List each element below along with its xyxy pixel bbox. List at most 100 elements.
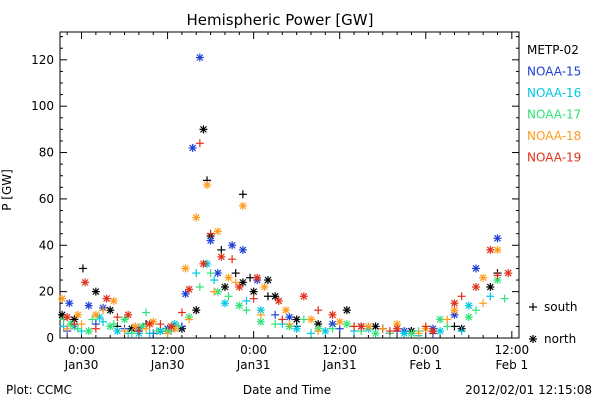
north-point xyxy=(120,315,129,324)
north-point xyxy=(292,315,301,324)
north-point xyxy=(464,301,473,310)
north-point xyxy=(81,278,90,287)
plot-frame xyxy=(59,31,520,339)
north-point xyxy=(493,245,502,254)
series-noaa-15 xyxy=(63,53,502,338)
north-point xyxy=(102,294,111,303)
north-point xyxy=(321,327,330,336)
x-tick-label: 12:00 xyxy=(322,343,357,357)
north-point xyxy=(217,252,226,261)
north-point xyxy=(256,317,265,326)
south-point xyxy=(443,322,452,331)
south-point xyxy=(231,269,240,278)
north-point xyxy=(106,306,115,315)
south-point xyxy=(177,308,186,317)
south-point xyxy=(63,324,72,333)
y-axis: 0 20 40 60 80 100 120 xyxy=(31,36,519,345)
south-point xyxy=(217,245,226,254)
y-tick-label: 60 xyxy=(39,192,54,206)
south-point xyxy=(314,327,323,336)
y-tick-label: 80 xyxy=(39,146,54,160)
north-point xyxy=(84,327,93,336)
south-point xyxy=(195,139,204,148)
x-tick-label: 0:00 xyxy=(68,343,95,357)
south-point xyxy=(185,315,194,324)
x-tick-label: 12:00 xyxy=(150,343,185,357)
south-point xyxy=(471,306,480,315)
south-point xyxy=(91,324,100,333)
north-point xyxy=(260,283,269,291)
south-point xyxy=(120,327,129,336)
series-metp-02 xyxy=(58,125,502,336)
chart-title: Hemispheric Power [GW] xyxy=(187,11,374,29)
south-point xyxy=(335,324,344,333)
south-point xyxy=(238,190,247,199)
north-point xyxy=(167,322,176,331)
south-point xyxy=(134,327,143,336)
north-point xyxy=(213,269,222,278)
marker-key-plus-icon xyxy=(529,303,537,311)
north-point xyxy=(113,327,122,336)
south-point xyxy=(142,308,151,317)
north-point xyxy=(235,301,244,310)
south-point xyxy=(285,320,294,329)
south-point xyxy=(314,306,323,315)
south-point xyxy=(421,322,430,331)
north-point xyxy=(371,322,380,331)
series-noaa-18 xyxy=(58,181,502,338)
x-axis-label: Date and Time xyxy=(243,383,331,397)
south-point xyxy=(414,329,423,338)
north-point xyxy=(299,292,308,301)
north-point xyxy=(131,322,140,331)
north-point xyxy=(428,327,437,336)
north-point xyxy=(238,245,247,254)
y-tick-label: 100 xyxy=(31,99,54,113)
north-point xyxy=(145,320,154,329)
x-tick-sublabel: Jan30 xyxy=(64,358,99,372)
south-point xyxy=(99,317,108,326)
south-point xyxy=(378,324,387,333)
south-point xyxy=(127,329,136,338)
north-point xyxy=(192,213,201,222)
legend-item: NOAA-17 xyxy=(527,108,581,122)
south-point xyxy=(307,329,316,338)
north-point xyxy=(249,287,258,296)
south-point xyxy=(70,320,79,329)
south-point xyxy=(163,329,172,338)
x-axis: 0:00Jan3012:00Jan300:00Jan3112:00Jan310:… xyxy=(64,32,529,372)
north-point xyxy=(263,276,272,285)
north-point xyxy=(192,306,201,315)
north-point xyxy=(274,296,283,305)
footer-source: Plot: CCMC xyxy=(6,383,72,397)
north-point xyxy=(479,273,488,282)
south-point xyxy=(249,294,258,303)
y-tick-label: 120 xyxy=(31,53,54,67)
south-point xyxy=(271,310,280,319)
x-tick-label: 0:00 xyxy=(240,343,267,357)
south-point xyxy=(228,255,237,264)
north-point xyxy=(342,306,351,315)
south-point xyxy=(231,278,240,287)
north-point xyxy=(73,310,82,319)
north-point xyxy=(188,143,197,152)
data-points xyxy=(58,53,513,340)
north-point xyxy=(407,329,416,338)
marker-key-label: north xyxy=(544,332,576,346)
south-point xyxy=(210,276,219,285)
legend-item: NOAA-18 xyxy=(527,129,581,143)
south-point xyxy=(500,294,509,303)
south-point xyxy=(443,315,452,324)
x-tick-sublabel: Jan31 xyxy=(236,358,271,372)
north-point xyxy=(493,234,502,243)
legend-item: METP-02 xyxy=(527,43,579,57)
north-point xyxy=(235,283,244,291)
x-tick-sublabel: Jan31 xyxy=(322,358,357,372)
north-point xyxy=(58,310,67,319)
south-point xyxy=(113,313,122,322)
south-point xyxy=(142,324,151,333)
x-tick-label: 0:00 xyxy=(412,343,439,357)
north-point xyxy=(464,313,473,322)
north-point xyxy=(224,273,233,282)
legend: METP-02 NOAA-15 NOAA-16 NOAA-17 NOAA-18 NOAA-… xyxy=(527,43,581,165)
north-point xyxy=(228,241,237,250)
